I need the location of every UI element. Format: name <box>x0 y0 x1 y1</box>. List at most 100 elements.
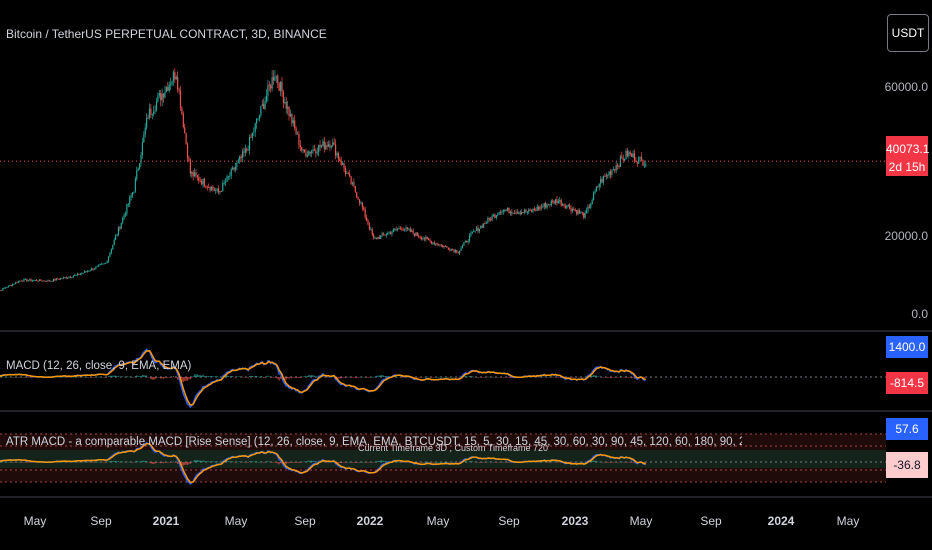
atr-histogram-bar <box>426 461 428 463</box>
macd-histogram-bar <box>158 377 160 378</box>
atr-histogram-bar <box>325 462 327 463</box>
candle <box>96 265 98 267</box>
macd-histogram-bar <box>354 377 356 378</box>
macd-histogram-bar <box>552 376 554 378</box>
candle <box>98 264 100 266</box>
atr-histogram-bar <box>62 461 65 463</box>
atr-histogram-bar <box>573 462 575 463</box>
candle <box>545 203 547 208</box>
macd-histogram-bar <box>501 377 503 378</box>
candle <box>553 200 555 204</box>
atr-histogram-bar <box>533 461 535 463</box>
atr-histogram-bar <box>113 460 115 462</box>
candle <box>406 227 409 229</box>
candle <box>178 89 180 91</box>
candle <box>251 132 253 138</box>
candle <box>88 270 90 272</box>
atr-histogram-bar <box>395 461 397 463</box>
macd-histogram-bar <box>351 377 354 378</box>
candle <box>624 159 626 161</box>
macd-histogram-bar <box>7 376 10 378</box>
candle <box>240 156 242 158</box>
macd-histogram-bar <box>82 376 84 378</box>
macd-histogram-bar <box>88 377 90 378</box>
candle <box>295 128 297 135</box>
candle <box>638 157 640 164</box>
atr-histogram-bar <box>595 460 598 462</box>
atr-histogram-bar <box>502 461 504 463</box>
candle <box>353 182 355 187</box>
atr-histogram-bar <box>277 462 279 464</box>
candle <box>464 240 466 243</box>
atr-histogram-bar <box>437 461 440 463</box>
atr-histogram-bar <box>291 462 293 463</box>
macd-histogram-bar <box>0 376 3 378</box>
atr-histogram-bar <box>16 462 18 463</box>
candle <box>339 158 341 161</box>
atr-histogram-bar <box>418 462 420 463</box>
candle <box>236 162 238 167</box>
currency-button[interactable]: USDT <box>887 14 929 52</box>
atr-histogram-bar <box>127 461 129 463</box>
macd-histogram-bar <box>590 375 592 377</box>
candle <box>518 212 520 214</box>
atr-histogram-bar <box>371 462 373 463</box>
macd-histogram-bar <box>85 376 87 378</box>
atr-histogram-bar <box>237 461 239 463</box>
atr-histogram-bar <box>487 461 489 463</box>
candle <box>334 144 337 156</box>
macd-histogram-bar <box>356 377 358 379</box>
macd-histogram-bar <box>529 376 531 378</box>
macd-histogram-bar <box>303 376 306 377</box>
candle <box>584 213 586 218</box>
candle <box>501 211 503 213</box>
macd-histogram-bar <box>71 377 73 378</box>
candle <box>61 278 63 280</box>
candle <box>134 178 136 192</box>
atr-histogram-bar <box>430 462 433 463</box>
macd-histogram-bar <box>583 377 585 378</box>
candle <box>640 156 643 160</box>
candle <box>62 277 65 279</box>
candle <box>26 279 28 282</box>
atr-histogram-bar <box>306 461 308 462</box>
atr-histogram-bar <box>475 461 478 463</box>
atr-histogram-bar <box>270 462 272 463</box>
candle <box>536 206 538 211</box>
atr-histogram-bar <box>296 462 299 463</box>
candle <box>540 206 543 208</box>
atr-histogram-bar <box>384 461 386 462</box>
macd-histogram-bar <box>209 376 211 377</box>
candle <box>480 225 482 229</box>
macd-histogram-bar <box>201 375 203 377</box>
candle <box>13 283 15 285</box>
atr-histogram-bar <box>450 461 452 463</box>
candle <box>411 230 413 232</box>
macd-histogram-bar <box>95 376 97 378</box>
macd-histogram-bar <box>143 375 145 377</box>
macd-histogram-bar <box>167 377 169 378</box>
macd-histogram-bar <box>426 376 428 378</box>
candle <box>573 208 575 211</box>
macd-histogram-bar <box>557 377 559 378</box>
candle <box>507 207 509 211</box>
candle <box>260 106 262 116</box>
atr-histogram-bar <box>453 462 455 463</box>
candle <box>340 160 342 165</box>
macd-histogram-bar <box>415 377 417 378</box>
atr-histogram-bar <box>144 461 146 462</box>
candle <box>72 276 74 278</box>
atr-histogram-bar <box>406 462 409 463</box>
macd-histogram-bar <box>230 375 232 377</box>
candle <box>367 220 369 225</box>
atr-histogram-bar <box>213 461 215 463</box>
candle <box>36 280 38 281</box>
candle <box>466 240 468 243</box>
candle <box>257 118 259 120</box>
candle <box>81 273 83 275</box>
candle <box>185 132 187 144</box>
atr-histogram-bar <box>570 462 572 463</box>
macd-histogram-bar <box>377 375 379 377</box>
atr-histogram-bar <box>547 461 550 463</box>
